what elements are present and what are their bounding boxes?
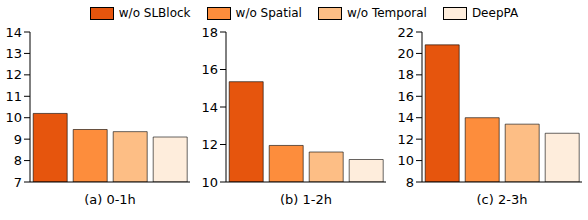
html-text:w/o Spatial: w/o Spatial	[235, 6, 302, 20]
svg-text:10: 10	[201, 175, 218, 188]
svg-text:10: 10	[8, 110, 22, 125]
svg-text:9: 9	[14, 132, 22, 147]
svg-text:10: 10	[397, 153, 414, 168]
html-text:w/o Temporal: w/o Temporal	[346, 6, 427, 20]
svg-text:14: 14	[397, 110, 414, 125]
html-text:(b) 1-2h: (b) 1-2h	[280, 192, 332, 207]
svg-text:12: 12	[8, 67, 22, 82]
svg-text:11: 11	[8, 89, 22, 104]
svg-text:14: 14	[201, 100, 218, 115]
svg-text:13: 13	[8, 46, 22, 61]
svg-text:12: 12	[397, 132, 414, 147]
svg-text:22: 22	[397, 26, 414, 40]
svg-text:16: 16	[201, 62, 218, 77]
html-text:(a) 0-1h: (a) 0-1h	[84, 192, 136, 207]
svg-text:8: 8	[406, 175, 414, 188]
svg-text:16: 16	[397, 89, 414, 104]
svg-text:18: 18	[397, 67, 414, 82]
svg-text:20: 20	[397, 46, 414, 61]
html-text:w/o SLBlock: w/o SLBlock	[118, 6, 191, 20]
svg-text:7: 7	[14, 175, 22, 188]
svg-text:18: 18	[201, 26, 218, 40]
svg-text:12: 12	[201, 137, 218, 152]
html-text:(c) 2-3h: (c) 2-3h	[476, 192, 528, 207]
svg-text:14: 14	[8, 26, 22, 40]
svg-text:8: 8	[14, 153, 22, 168]
html-text:DeepPA: DeepPA	[471, 6, 519, 20]
